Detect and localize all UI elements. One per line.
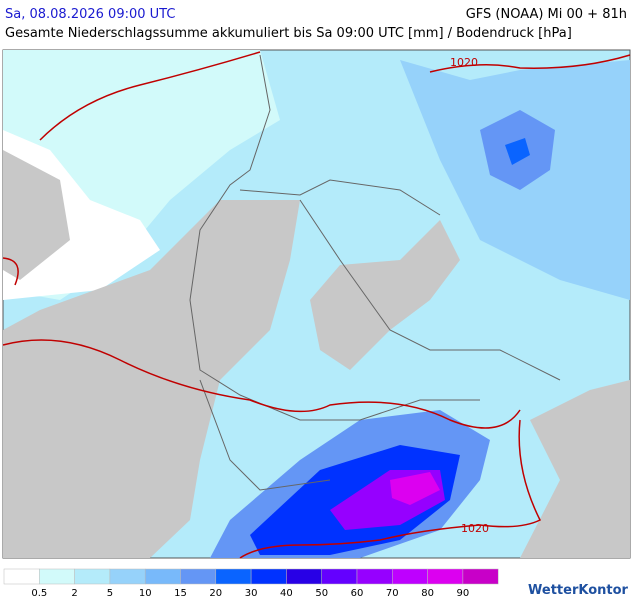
legend-swatch: [321, 568, 358, 585]
land-gray: [520, 380, 630, 558]
legend-label: 10: [139, 588, 152, 599]
datetime: Sa, 08.08.2026 09:00 UTC: [5, 7, 176, 22]
rain-peak: [505, 138, 530, 165]
legend-label: 70: [386, 588, 399, 599]
land-gray: [3, 200, 300, 558]
borders: [189, 54, 561, 491]
legend-swatch: [250, 568, 287, 585]
legend-swatch: [74, 568, 111, 585]
land-gray: [310, 220, 460, 370]
legend-swatch: [427, 568, 464, 585]
legend-label: 90: [457, 588, 470, 599]
legend-label: 60: [351, 588, 364, 599]
isobar-label: 1020: [461, 522, 489, 535]
legend-label: 2: [71, 588, 77, 599]
subtitle: Gesamte Niederschlagssumme akkumuliert b…: [5, 26, 572, 41]
legend-swatch: [215, 568, 252, 585]
legend-label: 20: [209, 588, 222, 599]
legend-swatch: [286, 568, 322, 585]
legend-label: 0.5: [31, 588, 47, 599]
brand: WetterKontor: [528, 583, 629, 598]
legend-label: 40: [280, 588, 293, 599]
legend-swatch: [356, 568, 393, 585]
legend-label: 15: [174, 588, 187, 599]
legend-swatch: [462, 568, 499, 585]
legend-label: 80: [421, 588, 434, 599]
legend-swatch: [109, 568, 146, 585]
model-run: GFS (NOAA) Mi 00 + 81h: [465, 7, 627, 22]
heavy-rain-max: [390, 472, 440, 505]
land-gray: [3, 150, 70, 280]
legend-swatch: [3, 568, 40, 585]
legend-swatch: [144, 568, 181, 585]
legend: 0.5 2 5 10 15 20 30 40 50 60 70 80 90: [3, 568, 499, 599]
legend-label: 50: [315, 588, 328, 599]
legend-swatch: [39, 568, 75, 585]
isobar-label: 1020: [450, 56, 478, 69]
isobars: [2, 51, 631, 559]
legend-label: 30: [245, 588, 258, 599]
legend-swatch: [180, 568, 217, 585]
legend-swatch: [392, 568, 428, 585]
legend-label: 5: [107, 588, 113, 599]
